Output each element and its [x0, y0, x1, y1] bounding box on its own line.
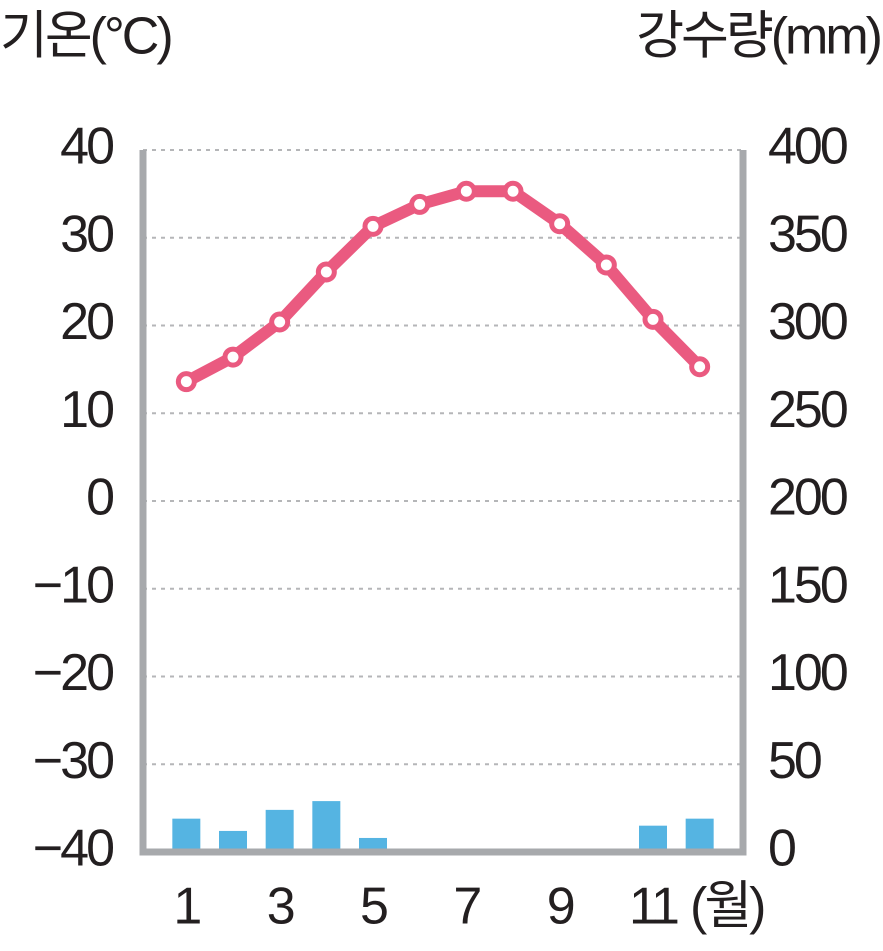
y2-tick-label: 400	[768, 118, 847, 176]
x-tick-label: 5	[360, 878, 387, 936]
marker	[222, 346, 244, 368]
marker	[362, 215, 384, 237]
marker	[315, 261, 337, 283]
marker	[502, 180, 524, 202]
y-tick-label: −20	[33, 644, 113, 702]
bar	[639, 825, 667, 852]
x-tick-label: 9	[547, 878, 574, 936]
y2-tick-label: 150	[768, 556, 847, 614]
x-tick-label: 11	[629, 878, 678, 936]
y2-tick-label: 350	[768, 205, 847, 263]
y2-tick-label: 300	[768, 293, 847, 351]
y-axis-title: 기온(°C)	[0, 8, 171, 66]
marker	[175, 371, 197, 393]
marker	[409, 193, 431, 215]
y-tick-label: −40	[33, 820, 113, 878]
marker	[595, 254, 617, 276]
marker	[455, 180, 477, 202]
axes	[139, 150, 747, 856]
y2-axis-title: 강수량(mm)	[636, 8, 880, 66]
y-tick-label: 0	[86, 469, 113, 527]
y-tick-label: −30	[33, 732, 113, 790]
marker	[642, 308, 664, 330]
y2-tick-label: 250	[768, 381, 847, 439]
marker	[269, 311, 291, 333]
x-tick-label: 1	[173, 878, 200, 936]
bar	[359, 837, 387, 852]
y2-tick-label: 200	[768, 469, 847, 527]
y2-tick-label: 100	[768, 644, 847, 702]
bar	[172, 818, 201, 852]
bar	[265, 809, 294, 852]
y-tick-label: 10	[60, 381, 113, 439]
y-tick-label: 40	[60, 118, 113, 176]
y-tick-label: −10	[33, 556, 113, 614]
y-tick-label: 30	[60, 205, 113, 263]
x-tick-label: 3	[267, 878, 294, 936]
bar	[685, 818, 714, 852]
x-tick-label: 7	[453, 878, 480, 936]
line	[183, 185, 704, 387]
y2-tick-label: 0	[768, 820, 795, 878]
y-tick-label: 20	[60, 293, 113, 351]
x-axis-title: (월)	[690, 878, 764, 936]
marker	[549, 213, 571, 235]
marker	[689, 356, 711, 378]
y2-tick-label: 50	[768, 732, 821, 790]
bar	[219, 830, 247, 852]
bar	[312, 801, 341, 852]
